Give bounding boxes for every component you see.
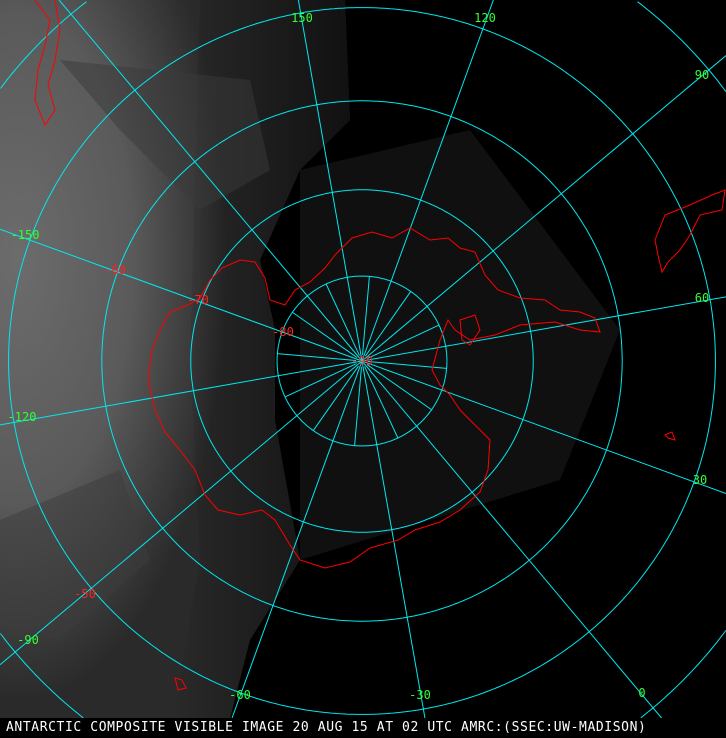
latitude-circle	[101, 100, 623, 622]
coastline	[654, 189, 726, 274]
coastline	[174, 677, 187, 691]
meridian-line	[367, 361, 447, 369]
longitude-label: 30	[693, 473, 707, 487]
coastline	[664, 431, 676, 441]
latitude-circle	[637, 1, 726, 92]
meridian-line	[292, 311, 358, 358]
meridian-line	[361, 360, 726, 494]
latitude-label: -90	[351, 354, 373, 368]
longitude-label: 90	[695, 68, 709, 82]
longitude-label: -30	[409, 688, 431, 702]
cloud-band	[0, 470, 150, 640]
meridian-line	[361, 0, 494, 362]
meridian-line	[0, 360, 363, 426]
meridian-line	[361, 360, 426, 719]
latitude-label: -50	[74, 587, 96, 601]
longitude-label: -90	[17, 633, 39, 647]
coastline	[459, 314, 481, 346]
meridian-line	[231, 360, 363, 719]
graticule	[0, 0, 726, 719]
longitude-label: 150	[291, 11, 313, 25]
cloud-band	[60, 60, 270, 210]
latitude-circle	[0, 1, 87, 89]
meridian-line	[0, 360, 363, 666]
longitude-label: -150	[11, 228, 40, 242]
longitude-label: 120	[474, 11, 496, 25]
longitude-label: 0	[638, 686, 645, 700]
dark-composite-panel	[300, 130, 620, 560]
coastline	[34, 0, 61, 127]
coastline	[147, 227, 601, 569]
meridian-line	[366, 364, 432, 411]
latitude-label: -80	[272, 325, 294, 339]
latitude-circle	[276, 275, 448, 447]
meridian-line	[361, 55, 726, 362]
longitude-label: -60	[229, 688, 251, 702]
meridian-line	[367, 324, 440, 359]
meridian-line	[325, 283, 360, 356]
longitude-label: -120	[8, 410, 37, 424]
meridian-line	[312, 365, 359, 431]
coastlines	[34, 0, 726, 691]
meridian-line	[354, 366, 362, 446]
meridian-line	[277, 353, 357, 361]
meridian-line	[284, 363, 357, 398]
latitude-circle	[190, 189, 534, 533]
latitude-circle	[8, 7, 716, 715]
image-caption: ANTARCTIC COMPOSITE VISIBLE IMAGE 20 AUG…	[0, 718, 726, 738]
meridian-line	[361, 360, 662, 719]
latitude-label: -70	[187, 293, 209, 307]
latitude-circle	[0, 633, 84, 719]
meridian-line	[365, 291, 412, 357]
meridian-line	[361, 296, 726, 362]
latitude-circle	[640, 629, 726, 719]
meridian-line	[362, 276, 370, 356]
meridian-line	[58, 0, 363, 362]
longitude-label: 60	[695, 291, 709, 305]
meridian-line	[364, 366, 399, 439]
latitude-label: -60	[104, 263, 126, 277]
meridian-line	[0, 228, 363, 362]
grid-labels: 150 120 90 60 30 0 -30 -60 -90 -120 -150 -90 -80 -70 -…	[8, 11, 710, 702]
meridian-line	[297, 0, 363, 362]
